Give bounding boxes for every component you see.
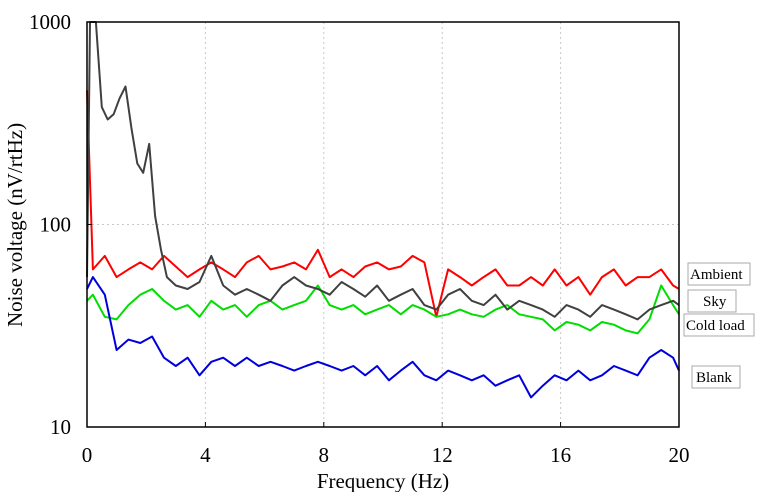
series-line-blank	[86, 276, 680, 399]
legend-entry-ambient: Ambient	[687, 262, 751, 286]
axis-ticks: 0 4 8 12 16 20 10 100 1000	[29, 10, 690, 467]
x-tick-label: 0	[82, 443, 93, 467]
series-line-cold-load	[86, 284, 680, 335]
legend-box	[687, 289, 737, 313]
legend-box	[683, 313, 755, 337]
y-tick-label: 100	[40, 213, 72, 237]
legend-label: Sky	[703, 294, 727, 310]
series-line-sky	[86, 21, 680, 321]
x-tick-label: 20	[669, 443, 690, 467]
legend-entry-blank: Blank	[691, 365, 741, 389]
x-axis-label: Frequency (Hz)	[317, 469, 449, 492]
x-tick-label: 8	[319, 443, 330, 467]
x-tick-label: 4	[200, 443, 211, 467]
grid	[87, 22, 679, 427]
legend-box	[691, 365, 741, 389]
y-axis-label: Noise voltage (nV/rtHz)	[3, 123, 27, 327]
legend-entry-sky: Sky	[687, 289, 737, 313]
legend: Ambient Sky Cold load Blank	[683, 262, 755, 389]
x-tick-label: 16	[550, 443, 571, 467]
legend-box	[687, 262, 751, 286]
y-tick-label: 10	[50, 415, 71, 439]
series-line-ambient	[86, 90, 680, 318]
legend-label: Cold load	[686, 318, 745, 334]
y-tick-label: 1000	[29, 10, 71, 34]
series-lines	[86, 21, 680, 399]
legend-label: Blank	[696, 370, 732, 386]
legend-entry-cold-load: Cold load	[683, 313, 755, 337]
x-tick-label: 12	[432, 443, 453, 467]
legend-label: Ambient	[690, 267, 743, 283]
